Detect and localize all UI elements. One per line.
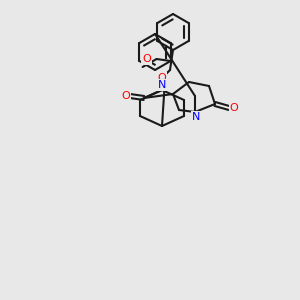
Text: O: O: [122, 91, 130, 101]
Text: N: N: [192, 112, 200, 122]
Text: N: N: [158, 80, 166, 90]
Text: O: O: [142, 54, 151, 64]
Text: O: O: [230, 103, 238, 113]
Text: O: O: [158, 73, 166, 83]
